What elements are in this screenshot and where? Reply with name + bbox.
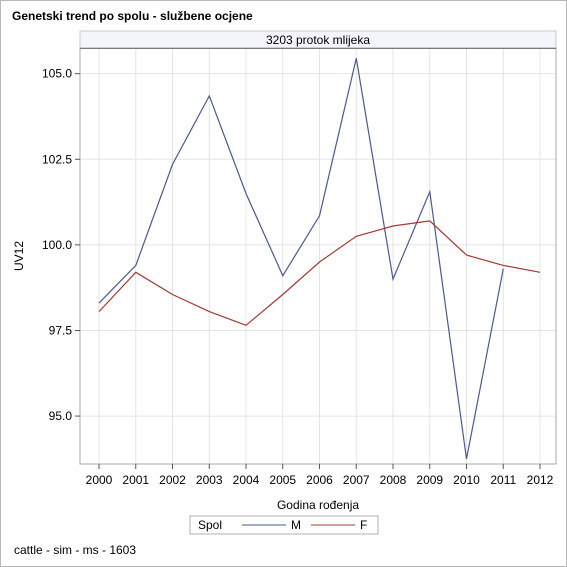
y-axis-label: UV12 [12, 241, 26, 271]
y-tick-label: 105.0 [42, 67, 72, 81]
panel-label: 3203 protok mlijeka [266, 33, 370, 47]
series-lines [98, 58, 541, 460]
x-tick-label: 2006 [306, 473, 333, 487]
footnote: cattle - sim - ms - 1603 [14, 543, 137, 557]
legend-title: Spol [198, 518, 222, 532]
y-tick-label: 95.0 [49, 409, 73, 423]
x-tick-label: 2003 [196, 473, 223, 487]
series-line-m [98, 58, 504, 460]
x-tick-label: 2000 [86, 473, 113, 487]
legend: Spol M F [189, 515, 379, 535]
x-tick-label: 2001 [122, 473, 149, 487]
x-tick-label: 2011 [490, 473, 516, 487]
x-tick-label: 2008 [380, 473, 407, 487]
plot-area [79, 47, 557, 465]
x-tick-label: 2002 [159, 473, 186, 487]
x-tick-label: 2012 [527, 473, 554, 487]
x-axis: 2000 2001 2002 2003 2004 2005 2006 2007 2008 2009… [86, 464, 554, 487]
y-axis: 95.0 97.5 100.0 102.5 105.0 [42, 67, 80, 423]
x-tick-label: 2009 [416, 473, 443, 487]
legend-label-m: M [291, 518, 301, 532]
chart-title: Genetski trend po spolu - službene ocjen… [12, 9, 253, 23]
x-tick-label: 2005 [269, 473, 296, 487]
x-tick-label: 2007 [343, 473, 370, 487]
y-tick-label: 100.0 [42, 238, 72, 252]
legend-label-f: F [360, 518, 367, 532]
x-axis-label: Godina rođenja [277, 498, 359, 512]
x-tick-label: 2010 [453, 473, 480, 487]
y-tick-label: 102.5 [42, 152, 72, 166]
x-tick-label: 2004 [233, 473, 260, 487]
series-line-f [98, 220, 541, 326]
grid [80, 48, 556, 464]
y-tick-label: 97.5 [49, 323, 73, 337]
